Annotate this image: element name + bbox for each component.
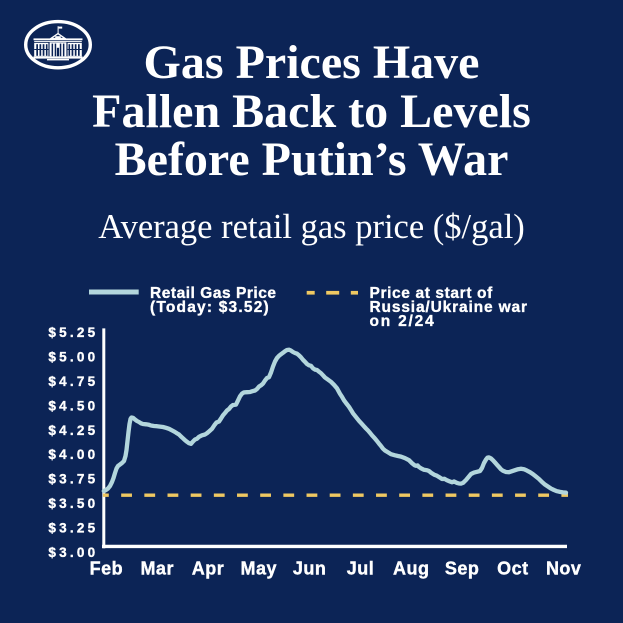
svg-text:$5.25: $5.25 [48, 325, 95, 340]
svg-text:$4.00: $4.00 [48, 447, 95, 462]
svg-text:$3.50: $3.50 [48, 496, 95, 511]
svg-text:Feb: Feb [90, 558, 124, 578]
svg-text:$4.50: $4.50 [48, 398, 95, 413]
svg-text:Nov: Nov [546, 558, 582, 578]
svg-text:May: May [241, 558, 278, 578]
svg-text:$4.75: $4.75 [48, 374, 95, 389]
svg-text:Jul: Jul [347, 558, 375, 578]
svg-text:Apr: Apr [192, 558, 225, 578]
svg-text:$4.25: $4.25 [48, 423, 95, 438]
svg-text:$3.25: $3.25 [48, 520, 95, 535]
svg-text:on 2/24: on 2/24 [370, 313, 435, 330]
svg-text:(Today: $3.52): (Today: $3.52) [150, 299, 269, 316]
svg-text:$3.00: $3.00 [48, 545, 95, 560]
svg-text:Aug: Aug [393, 558, 430, 578]
svg-text:Mar: Mar [140, 558, 174, 578]
svg-text:Retail Gas Price: Retail Gas Price [150, 285, 276, 302]
svg-text:Russia/Ukraine war: Russia/Ukraine war [370, 299, 528, 316]
svg-text:$5.00: $5.00 [48, 350, 95, 365]
svg-text:Oct: Oct [497, 558, 529, 578]
svg-text:$3.75: $3.75 [48, 472, 95, 487]
svg-text:Jun: Jun [293, 558, 327, 578]
svg-text:Sep: Sep [445, 558, 480, 578]
svg-text:Price at start of: Price at start of [370, 285, 494, 302]
